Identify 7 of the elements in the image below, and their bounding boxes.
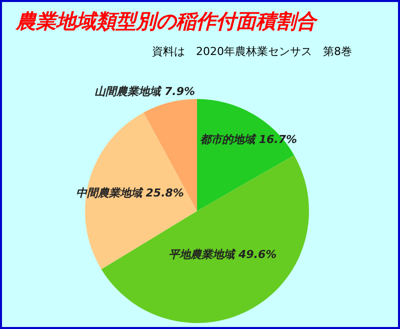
- pie-slice: [144, 99, 197, 211]
- slice-label: 中間農業地域 25.8%: [76, 186, 184, 200]
- pie-slice: [197, 99, 294, 211]
- slice-label: 山間農業地域 7.9%: [94, 85, 195, 98]
- slice-label: 平地農業地域 49.6%: [168, 248, 277, 261]
- chart-title: 農業地域類型別の稲作付面積割合: [16, 8, 316, 35]
- chart-subtitle: 資料は 2020年農林業センサス 第8巻: [152, 44, 352, 59]
